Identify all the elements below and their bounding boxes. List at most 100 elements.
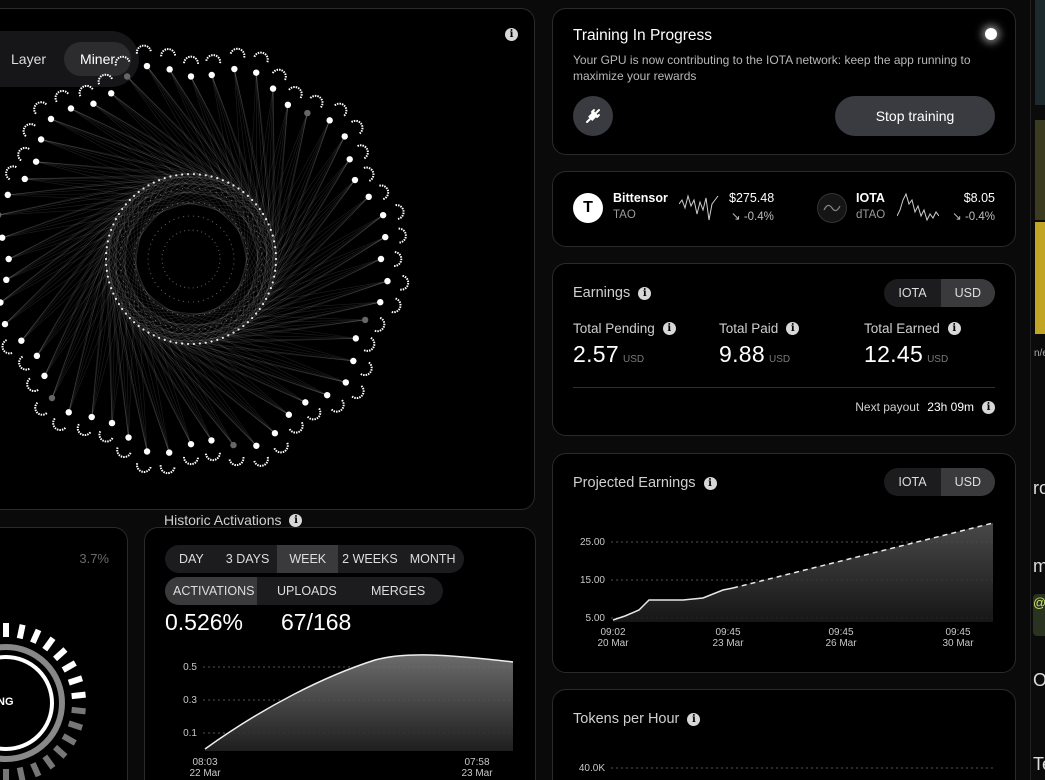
tab-miner[interactable]: Miner — [64, 42, 132, 76]
miner-node — [350, 357, 357, 365]
metric-merges[interactable]: MERGES — [371, 584, 426, 598]
miner-node — [208, 437, 215, 444]
info-icon[interactable]: i — [947, 322, 961, 335]
inner-node — [160, 289, 163, 291]
stat-unit: USD — [927, 354, 949, 365]
inner-node — [232, 184, 235, 187]
inner-node — [219, 289, 222, 291]
inner-node — [141, 207, 143, 209]
inner-node — [233, 253, 235, 255]
x-tick-date: 23 Mar — [712, 638, 744, 649]
miner-node — [0, 212, 2, 218]
gauge-tick — [61, 733, 77, 746]
inner-node — [175, 341, 178, 344]
miner-ring — [253, 51, 269, 63]
inner-node — [257, 235, 259, 238]
metric-uploads[interactable]: UPLOADS — [277, 584, 337, 598]
currency-iota[interactable]: IOTA — [898, 475, 927, 489]
gauge-core — [0, 655, 54, 751]
inner-node — [119, 252, 121, 254]
inner-node — [117, 302, 121, 306]
inner-node — [162, 266, 164, 269]
gauge-tick — [67, 720, 84, 731]
inner-node — [163, 338, 166, 341]
inner-node — [237, 187, 240, 190]
inner-node — [157, 230, 159, 232]
inner-node — [123, 235, 125, 238]
training-gauge-panel: 3.7% NG — [0, 527, 128, 780]
inner-node — [187, 215, 190, 217]
currency-usd[interactable]: USD — [940, 468, 995, 496]
info-icon[interactable]: i — [662, 322, 676, 335]
inner-node — [159, 194, 162, 196]
inner-node — [259, 241, 261, 243]
inner-node — [235, 293, 237, 295]
gauge-tick — [16, 624, 26, 640]
gauge-tick — [67, 675, 84, 686]
inner-node — [231, 297, 233, 299]
inner-node — [233, 258, 235, 260]
miner-node — [230, 441, 237, 449]
miner-node — [18, 337, 25, 344]
status-indicator-dot — [985, 28, 997, 40]
right-edge-strip: n/e ro m @ O Te — [1030, 0, 1045, 780]
inner-node — [193, 315, 195, 317]
range-2-weeks[interactable]: 2 WEEKS — [342, 552, 398, 566]
miner-ring — [330, 398, 345, 413]
range-week[interactable]: WEEK — [277, 545, 339, 573]
info-icon[interactable]: i — [982, 400, 995, 414]
y-tick: 40.0K — [579, 763, 605, 774]
inner-node — [219, 258, 221, 260]
range-day[interactable]: DAY — [179, 552, 204, 566]
info-icon[interactable]: i — [786, 322, 800, 335]
projected-area — [613, 523, 993, 622]
x-tick-date: 30 Mar — [942, 638, 974, 649]
edge-text: Te — [1033, 754, 1045, 774]
inner-node — [139, 232, 141, 234]
miner-ring — [362, 166, 375, 182]
price-ticker-panel: T Bittensor TAO $275.48 ↘ -0.4% IOTA dTA… — [552, 171, 1016, 247]
currency-usd[interactable]: USD — [940, 279, 995, 307]
inner-node — [255, 230, 257, 232]
inner-node — [238, 227, 240, 229]
inner-node — [112, 223, 115, 226]
miner-node — [302, 399, 309, 406]
inner-node — [267, 292, 270, 295]
inner-node — [214, 206, 216, 208]
plug-button[interactable] — [573, 96, 613, 136]
inner-node — [202, 299, 204, 301]
inner-node — [154, 196, 157, 199]
inner-node — [208, 235, 210, 237]
inner-node — [274, 269, 277, 272]
currency-iota[interactable]: IOTA — [898, 286, 927, 300]
inner-node — [235, 223, 237, 225]
info-icon[interactable]: i — [505, 28, 518, 41]
inner-node — [171, 204, 173, 206]
info-icon[interactable]: i — [638, 286, 652, 300]
historic-title: Historic Activations — [164, 512, 282, 528]
range-month[interactable]: MONTH — [409, 552, 456, 566]
gauge-tick — [53, 744, 68, 759]
stop-training-button[interactable]: Stop training — [835, 96, 995, 136]
miner-node — [48, 394, 56, 402]
y-tick: 0.1 — [183, 728, 197, 739]
range-3-days[interactable]: 3 DAYS — [225, 552, 270, 566]
inner-node — [227, 215, 229, 217]
metric-activations[interactable]: ACTIVATIONS — [165, 577, 257, 605]
miner-node — [88, 413, 95, 421]
gauge-tick — [71, 706, 86, 715]
inner-node — [160, 227, 163, 229]
inner-node — [192, 215, 195, 217]
inner-node — [172, 235, 174, 237]
info-icon[interactable]: i — [289, 513, 303, 527]
inner-node — [114, 217, 118, 221]
inner-node — [223, 230, 225, 232]
inner-node — [147, 258, 149, 260]
tab-layer[interactable]: Layer — [11, 51, 47, 67]
info-icon[interactable]: i — [703, 476, 717, 490]
inner-node — [158, 179, 161, 182]
inner-node — [257, 280, 259, 283]
inner-node — [246, 247, 248, 249]
info-icon[interactable]: i — [687, 712, 701, 726]
inner-node — [225, 319, 228, 322]
